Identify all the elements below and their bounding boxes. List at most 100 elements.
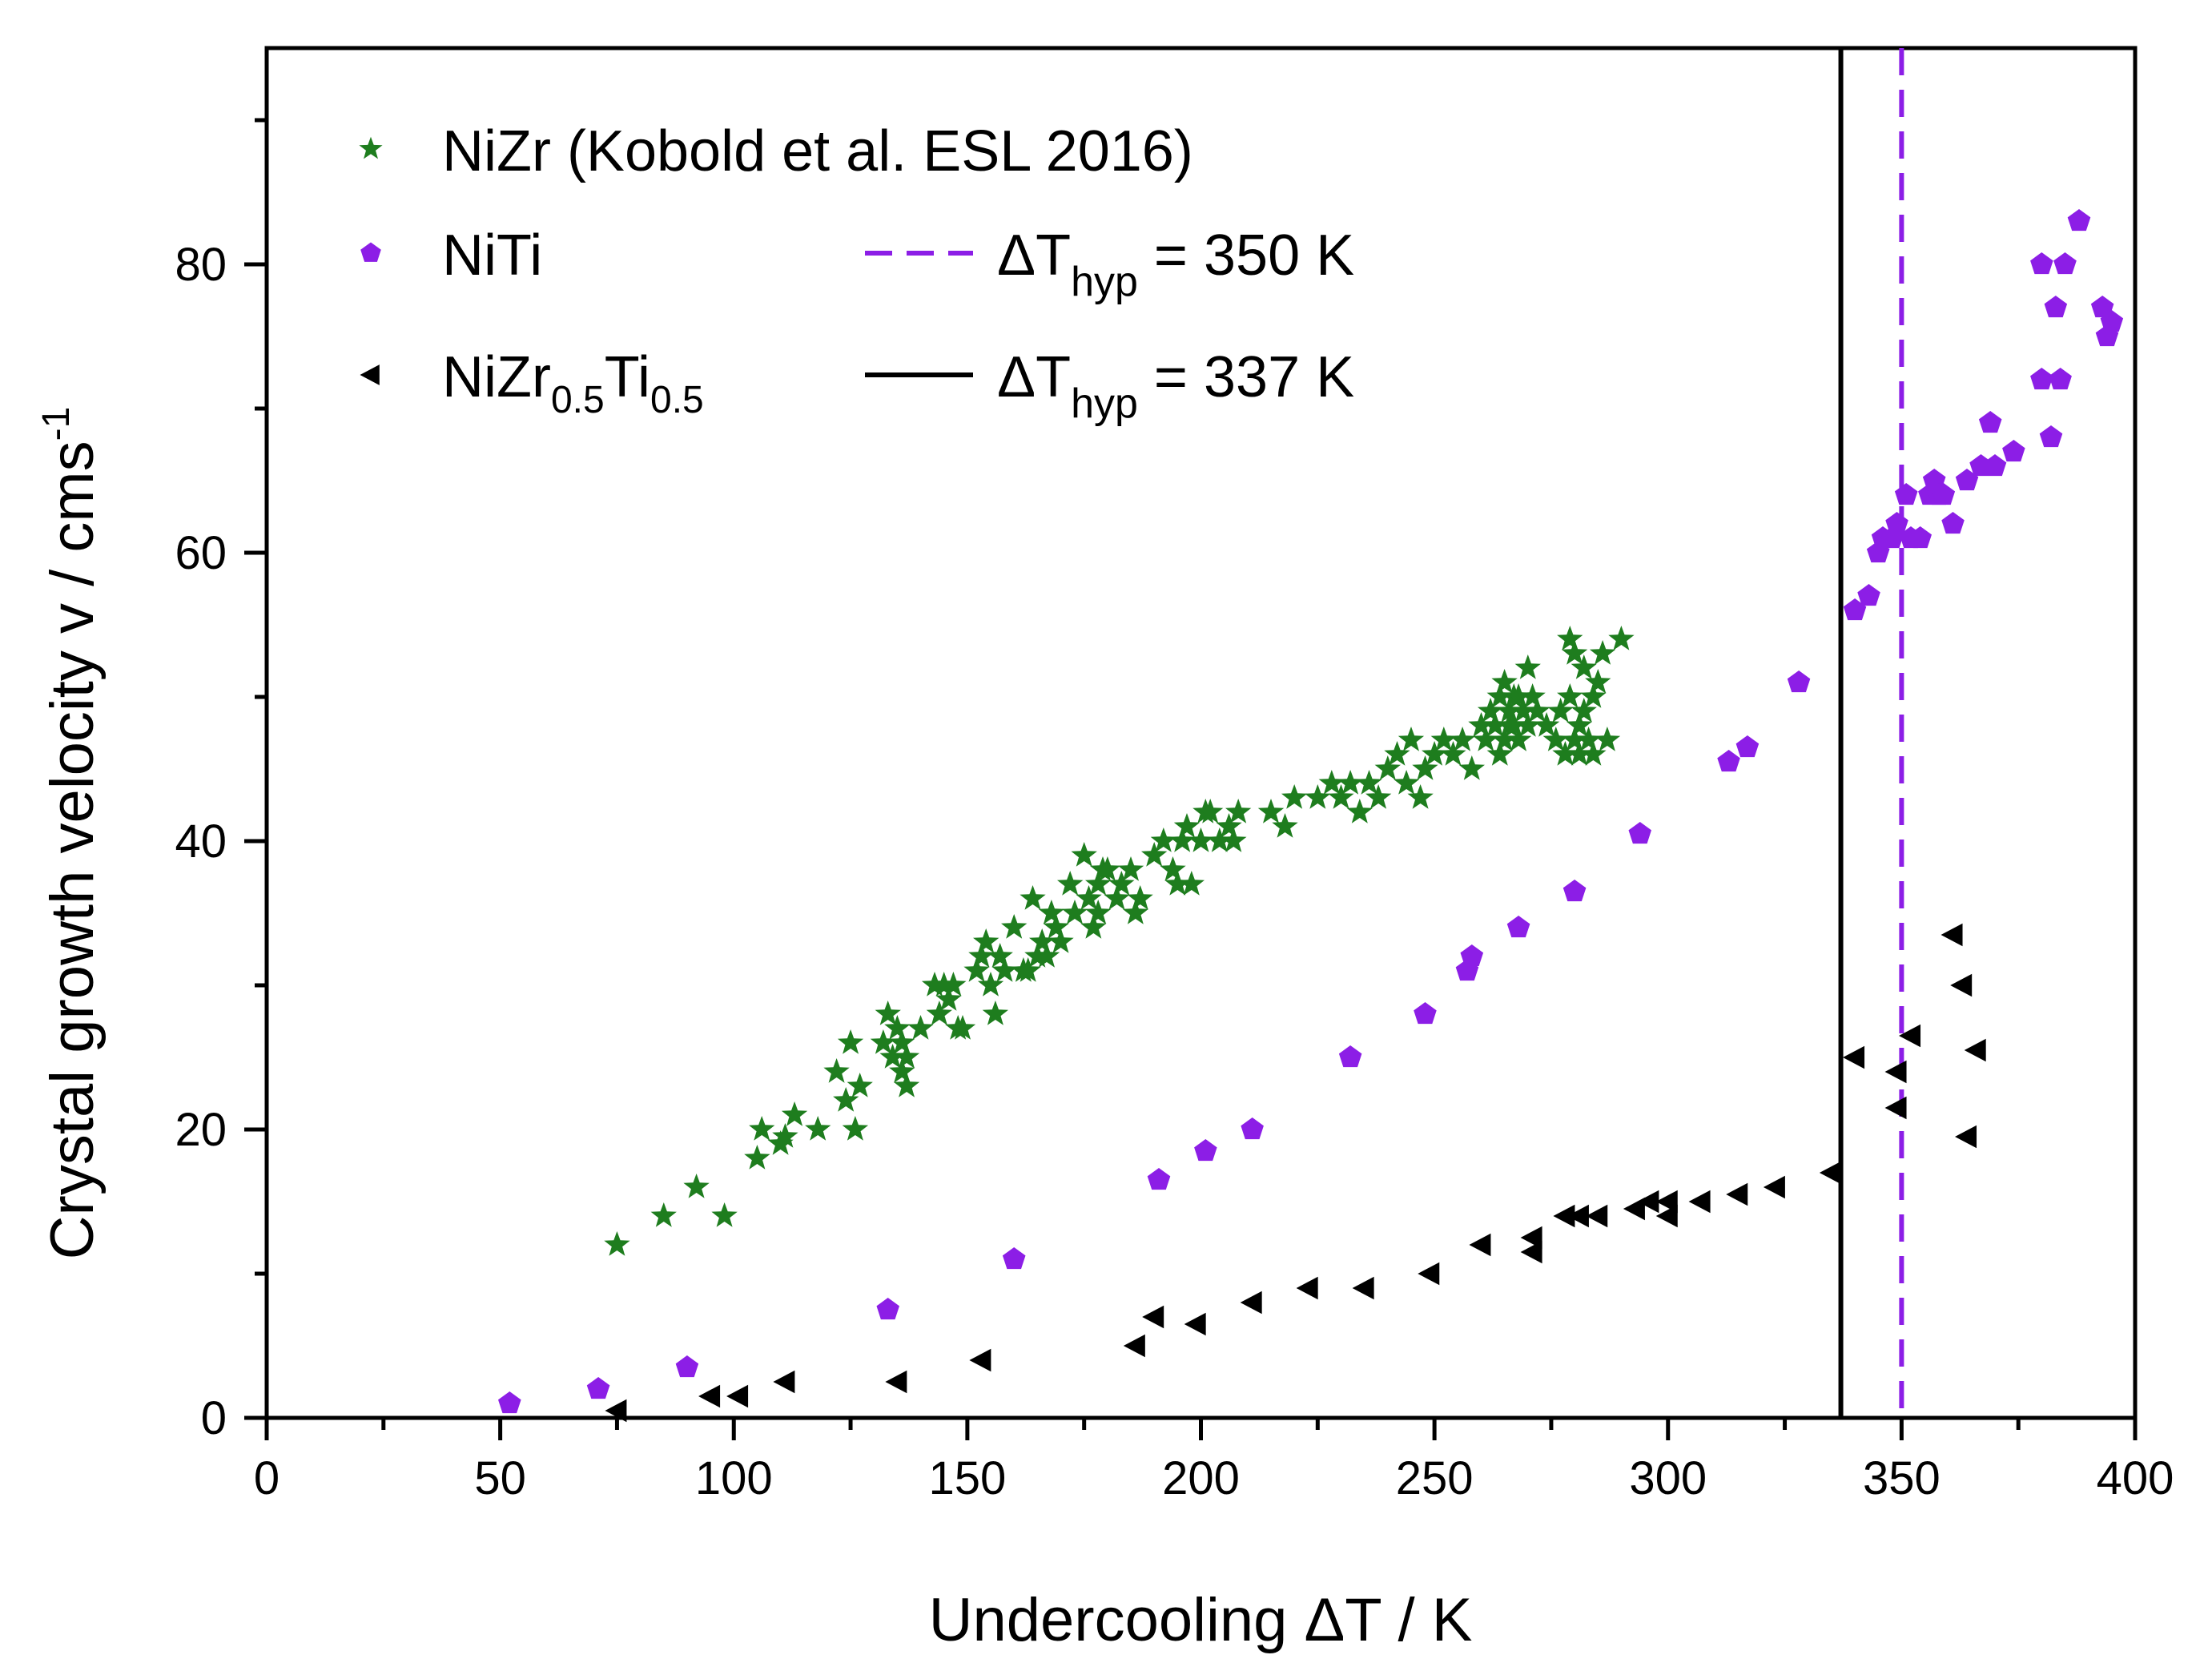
data-point-1-36 xyxy=(2002,440,2025,462)
data-point-0-22 xyxy=(893,1073,920,1097)
data-point-0-87 xyxy=(1384,741,1410,766)
series-1 xyxy=(498,209,2124,1414)
data-point-2-31 xyxy=(1941,923,1963,947)
data-point-0-17 xyxy=(879,1044,906,1069)
data-point-0-15 xyxy=(870,1029,897,1054)
data-point-1-24 xyxy=(1894,483,1918,505)
x-tick-label-350: 350 xyxy=(1863,1452,1941,1504)
data-point-0-110 xyxy=(1505,683,1532,708)
legend-ref-label-350: ΔThyp = 350 K xyxy=(997,223,1354,305)
data-point-2-21 xyxy=(1655,1204,1678,1228)
data-point-0-83 xyxy=(1346,799,1373,823)
y-axis-title: Crystal growth velocity v / cms-1 xyxy=(35,407,107,1260)
data-point-0-103 xyxy=(1491,727,1518,751)
data-point-0-121 xyxy=(1557,626,1583,650)
data-point-0-67 xyxy=(1173,813,1201,838)
data-point-0-90 xyxy=(1407,784,1434,809)
data-point-0-82 xyxy=(1337,770,1364,795)
data-point-2-14 xyxy=(1520,1240,1542,1264)
x-tick-label-50: 50 xyxy=(474,1452,526,1504)
data-point-0-20 xyxy=(889,1058,915,1083)
legend-marker-0 xyxy=(359,136,383,159)
data-point-2-1 xyxy=(698,1384,721,1408)
data-point-2-4 xyxy=(885,1370,907,1394)
data-point-0-98 xyxy=(1473,727,1499,751)
data-point-1-4 xyxy=(1002,1247,1026,1270)
data-point-0-91 xyxy=(1412,755,1438,780)
data-point-0-108 xyxy=(1501,712,1527,737)
data-point-1-5 xyxy=(1147,1168,1171,1190)
data-point-0-27 xyxy=(935,986,962,1011)
data-point-1-7 xyxy=(1241,1117,1264,1140)
data-point-0-109 xyxy=(1505,727,1532,751)
data-point-0-0 xyxy=(604,1231,630,1256)
data-point-2-33 xyxy=(1955,1125,1977,1149)
data-point-0-44 xyxy=(1033,943,1060,968)
data-point-0-53 xyxy=(1085,900,1112,924)
data-point-2-18 xyxy=(1586,1204,1608,1228)
data-point-0-16 xyxy=(875,1001,901,1025)
y-tick-label-20: 20 xyxy=(175,1104,227,1156)
data-point-0-72 xyxy=(1206,827,1233,852)
data-point-0-26 xyxy=(931,972,957,997)
data-point-0-117 xyxy=(1542,727,1569,751)
data-point-0-113 xyxy=(1514,712,1541,737)
data-point-0-99 xyxy=(1477,698,1504,723)
data-point-2-16 xyxy=(1553,1204,1575,1228)
data-point-1-30 xyxy=(1932,483,1956,505)
data-point-2-34 xyxy=(1964,1038,1986,1062)
data-point-0-63 xyxy=(1150,827,1176,852)
data-point-0-100 xyxy=(1482,712,1509,737)
data-point-1-12 xyxy=(1506,916,1530,938)
data-point-0-21 xyxy=(893,1044,920,1069)
data-point-0-4 xyxy=(744,1145,770,1170)
data-point-2-24 xyxy=(1726,1182,1748,1206)
data-point-0-79 xyxy=(1305,784,1331,809)
data-point-2-8 xyxy=(1184,1312,1206,1336)
legend-ref-label-337: ΔThyp = 337 K xyxy=(997,345,1354,427)
data-point-0-116 xyxy=(1533,712,1560,737)
data-point-0-34 xyxy=(977,972,1004,997)
data-point-0-8 xyxy=(781,1101,808,1126)
x-tick-label-200: 200 xyxy=(1162,1452,1240,1504)
data-point-1-15 xyxy=(1717,750,1740,772)
series-0 xyxy=(604,626,1635,1256)
x-tick-label-0: 0 xyxy=(254,1452,280,1504)
data-point-0-48 xyxy=(1057,871,1084,896)
data-point-1-13 xyxy=(1562,880,1587,902)
data-point-0-94 xyxy=(1440,741,1466,766)
data-point-2-10 xyxy=(1296,1276,1318,1300)
data-point-0-85 xyxy=(1365,784,1392,809)
data-point-0-69 xyxy=(1188,827,1214,852)
data-point-2-15 xyxy=(1520,1226,1542,1250)
data-point-0-96 xyxy=(1458,755,1485,780)
data-point-0-28 xyxy=(940,972,967,997)
data-point-0-127 xyxy=(1571,698,1597,723)
data-point-0-33 xyxy=(973,928,999,953)
data-point-0-37 xyxy=(991,957,1018,982)
data-point-2-19 xyxy=(1623,1197,1645,1221)
data-point-0-35 xyxy=(982,1001,1008,1025)
data-point-0-123 xyxy=(1561,640,1588,665)
data-point-1-40 xyxy=(2044,296,2068,318)
data-point-1-35 xyxy=(1983,454,2007,477)
data-point-0-60 xyxy=(1122,900,1148,924)
data-point-1-32 xyxy=(1955,469,1979,491)
data-point-0-86 xyxy=(1374,755,1401,780)
data-point-0-64 xyxy=(1160,856,1186,881)
data-point-0-134 xyxy=(1608,626,1635,650)
data-point-0-81 xyxy=(1328,784,1354,809)
data-point-0-18 xyxy=(884,1015,911,1040)
x-axis-title: Undercooling ΔT / K xyxy=(929,1586,1473,1654)
data-point-1-44 xyxy=(2090,296,2114,318)
data-point-0-106 xyxy=(1496,698,1522,723)
data-point-0-9 xyxy=(805,1116,831,1141)
data-point-0-30 xyxy=(949,1015,976,1040)
data-point-0-76 xyxy=(1257,799,1285,823)
data-point-0-46 xyxy=(1043,914,1069,939)
legend-label-1: NiTi xyxy=(442,223,542,288)
data-point-1-14 xyxy=(1628,822,1651,844)
data-point-0-112 xyxy=(1514,654,1541,679)
data-point-0-59 xyxy=(1117,856,1144,881)
data-point-0-119 xyxy=(1552,741,1579,766)
